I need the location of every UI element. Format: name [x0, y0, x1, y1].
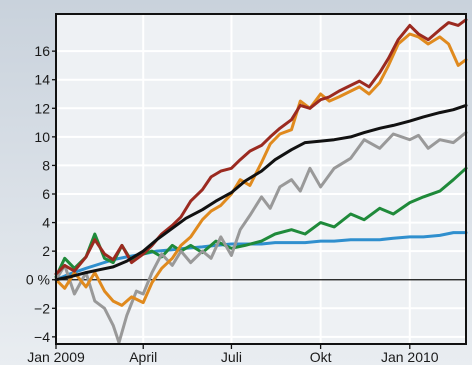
y-tick-label: −2 [34, 300, 50, 316]
series-line-4 [54, 32, 468, 307]
y-tick-label: 12 [34, 100, 50, 116]
y-axis-ticks: −4 −2 0 % 2 4 6 8 10 12 14 16 [26, 43, 56, 345]
y-tick-label: 6 [42, 186, 50, 202]
y-tick-label: 4 [42, 215, 50, 231]
series-line-3 [54, 131, 468, 345]
x-tick-label: April [129, 349, 157, 365]
y-tick-label: 0 % [26, 272, 50, 288]
x-axis-ticks: Jan 2009 April Juli Okt Jan 2010 [27, 344, 439, 365]
y-tick-label: 8 [42, 157, 50, 173]
y-tick-label: −4 [34, 329, 50, 345]
y-tick-label: 16 [34, 43, 50, 59]
x-tick-label: Okt [310, 349, 332, 365]
series-line-6 [54, 103, 468, 282]
series-layer [54, 18, 468, 345]
y-tick-label: 14 [34, 72, 50, 88]
series-line-5 [54, 18, 468, 276]
plot-frame [55, 13, 467, 345]
x-tick-label: Jan 2009 [27, 349, 85, 365]
y-tick-label: 10 [34, 129, 50, 145]
series-line-1 [54, 231, 468, 282]
x-tick-label: Jan 2010 [381, 349, 439, 365]
plot-area [56, 14, 466, 344]
y-tick-label: 2 [42, 243, 50, 259]
x-tick-label: Juli [221, 349, 242, 365]
